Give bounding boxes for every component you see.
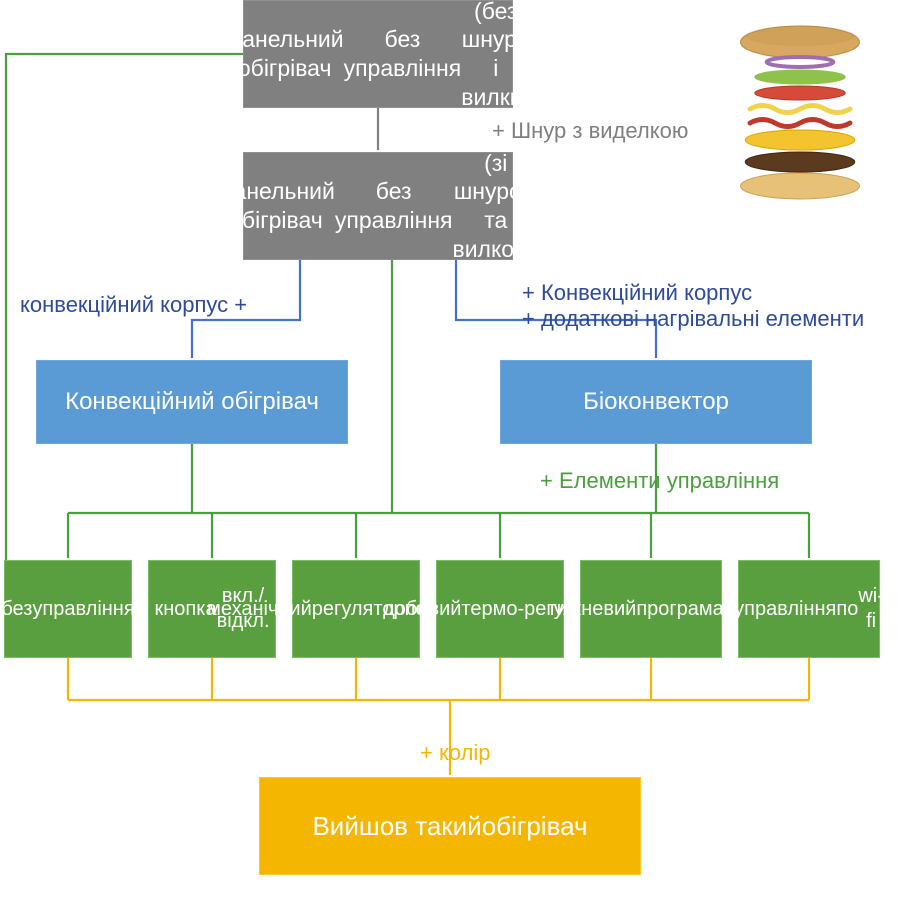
node-control-none: безуправління [4,560,132,658]
node-text-line: механічний [207,597,312,622]
node-control-daily-thermo: добовийтермо-регулятор [436,560,564,658]
node-text-line: по [836,597,858,622]
node-bioconvector: Біоконвектор [500,360,812,444]
node-result-heater: Вийшов такийобігрівач [259,777,641,875]
node-text-line: (без шнура і вилки) [461,0,530,112]
burger-icon [741,26,860,199]
label-plus-cord: + Шнур з виделкою [492,118,688,144]
node-text-line: без управління [344,25,462,83]
node-text-line: управління [32,597,134,622]
label-plus-convection-left: конвекційний корпус + [20,292,247,318]
node-text-line: Біоконвектор [583,387,729,417]
node-text-line: Панельний обігрівач [217,177,335,235]
node-panel-heater-with-cord: Панельний обігрівачбез управління(зі шну… [243,152,513,260]
node-text-line: термо- [461,597,524,622]
node-text-line: без [1,597,32,622]
node-control-weekly-prog: тижневийпрограматор [580,560,722,658]
label-plus-color: + колір [420,740,491,766]
node-text-line: Панельний обігрівач [226,25,344,83]
label-plus-convection-right: + Конвекційний корпус + додаткові нагрів… [522,280,864,332]
node-convection-heater: Конвекційний обігрівач [36,360,348,444]
node-text-line: (зі шнуром та вилкою) [452,149,539,264]
label-plus-controls: + Елементи управління [540,468,779,494]
node-control-wifi: управлінняпоwi-fi [738,560,880,658]
node-text-line: wi-fi [858,584,884,634]
node-text-line: управління [734,597,836,622]
node-panel-heater-no-cord: Панельний обігрівачбез управління(без шн… [243,0,513,108]
node-text-line: тижневий [547,597,636,622]
node-text-line: добовий [383,597,461,622]
node-text-line: Вийшов такий [312,810,481,843]
node-text-line: обігрівач [482,810,588,843]
node-text-line: Конвекційний обігрівач [65,387,319,417]
node-text-line: без управління [335,177,453,235]
edge-n1-left-g1 [6,54,243,609]
